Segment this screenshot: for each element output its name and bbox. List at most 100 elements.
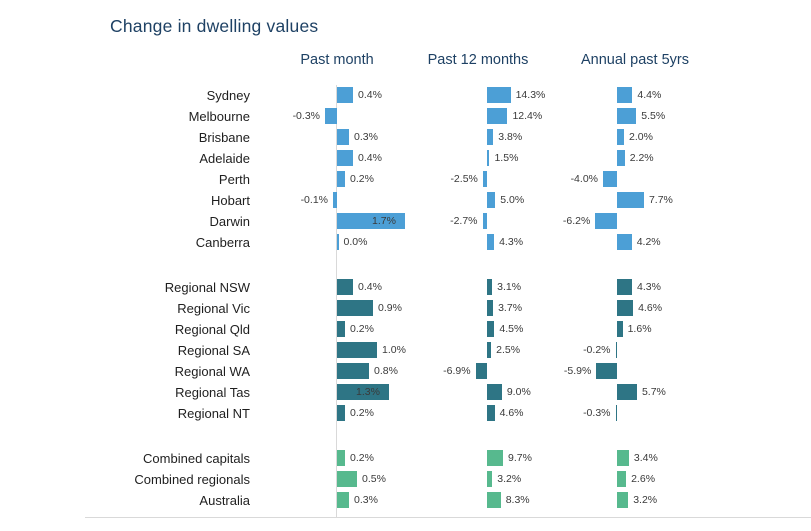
value-label: 7.7%	[648, 194, 673, 206]
bar	[337, 300, 373, 316]
value-label: 1.7%	[372, 215, 396, 227]
row-label: Canberra	[195, 235, 250, 250]
bar	[617, 492, 629, 508]
bar	[487, 492, 501, 508]
value-label: 3.8%	[498, 131, 523, 143]
bar	[333, 192, 337, 208]
value-label: 4.3%	[637, 281, 661, 293]
bar	[617, 300, 634, 316]
bar	[337, 279, 353, 295]
value-label: 5.7%	[641, 386, 666, 398]
zero-axis-line	[336, 85, 337, 517]
bar	[325, 108, 337, 124]
bar	[617, 234, 632, 250]
bar	[487, 129, 494, 145]
value-label: -6.9%	[443, 365, 471, 377]
value-label: -2.5%	[450, 173, 478, 185]
value-label: 1.5%	[494, 152, 519, 164]
value-label: 0.4%	[358, 281, 382, 293]
row-label: Regional Qld	[174, 322, 250, 337]
bar	[617, 87, 633, 103]
bar	[603, 171, 617, 187]
row-label: Regional Tas	[175, 385, 250, 400]
bar	[487, 321, 495, 337]
chart-baseline	[85, 517, 811, 518]
value-label: 4.5%	[499, 323, 524, 335]
value-label: 0.2%	[350, 452, 374, 464]
bar	[482, 171, 487, 187]
bar	[337, 87, 353, 103]
value-label: 8.3%	[505, 494, 530, 506]
bar	[337, 342, 377, 358]
bar	[617, 108, 637, 124]
column-header-past-month: Past month	[300, 52, 374, 68]
value-label: -5.9%	[563, 365, 592, 377]
value-label: 0.2%	[350, 173, 374, 185]
value-label: 4.3%	[499, 236, 524, 248]
value-label: 2.2%	[629, 152, 654, 164]
bar	[337, 171, 345, 187]
value-label: 4.2%	[636, 236, 661, 248]
value-label: 3.4%	[633, 452, 658, 464]
value-label: 2.0%	[629, 131, 653, 143]
value-label: 4.6%	[499, 407, 524, 419]
bar	[617, 471, 627, 487]
row-label: Regional WA	[174, 364, 250, 379]
row-label: Perth	[218, 172, 250, 187]
bar	[617, 192, 644, 208]
value-label: 1.6%	[627, 323, 652, 335]
value-label: 4.4%	[637, 89, 662, 101]
value-label: 12.4%	[512, 110, 543, 122]
value-label: 1.3%	[356, 386, 380, 398]
value-label: 0.0%	[343, 236, 368, 248]
bar	[487, 471, 493, 487]
value-label: 5.5%	[641, 110, 666, 122]
value-label: 0.5%	[362, 473, 386, 485]
bar	[615, 405, 617, 421]
bar	[337, 405, 345, 421]
row-label: Adelaide	[199, 151, 250, 166]
value-label: -2.7%	[450, 215, 478, 227]
row-label: Regional SA	[177, 343, 250, 358]
bar	[487, 342, 492, 358]
value-label: 3.2%	[497, 473, 522, 485]
value-label: 0.2%	[350, 407, 374, 419]
bar	[337, 450, 345, 466]
bar	[487, 450, 503, 466]
value-label: 0.4%	[358, 152, 382, 164]
value-label: 0.3%	[354, 131, 378, 143]
row-label: Brisbane	[198, 130, 250, 145]
column-header-past-12-months: Past 12 months	[427, 52, 529, 68]
row-label: Australia	[199, 493, 250, 508]
bar	[337, 384, 389, 400]
bar	[337, 234, 339, 250]
bar	[337, 471, 357, 487]
row-label: Regional NSW	[164, 280, 250, 295]
value-label: 9.0%	[506, 386, 531, 398]
bar	[595, 213, 617, 229]
value-label: 0.3%	[354, 494, 378, 506]
value-label: 5.0%	[500, 194, 525, 206]
row-label: Combined regionals	[134, 472, 250, 487]
bar	[337, 492, 349, 508]
bar	[615, 342, 617, 358]
bar	[475, 363, 487, 379]
value-label: -0.3%	[292, 110, 320, 122]
value-label: 0.2%	[350, 323, 374, 335]
value-label: 1.0%	[382, 344, 406, 356]
row-label: Darwin	[209, 214, 250, 229]
bar	[617, 279, 633, 295]
value-label: 14.3%	[515, 89, 546, 101]
bar	[337, 363, 369, 379]
column-header-annual-past-5yrs: Annual past 5yrs	[580, 52, 689, 68]
value-label: 0.4%	[358, 89, 382, 101]
bar	[617, 150, 625, 166]
value-label: -0.3%	[583, 407, 611, 419]
value-label: -4.0%	[570, 173, 598, 185]
bar	[617, 321, 623, 337]
value-label: 0.8%	[374, 365, 398, 377]
chart-title: Change in dwelling values	[110, 16, 319, 36]
row-label: Regional NT	[177, 406, 250, 421]
row-label: Combined capitals	[143, 451, 250, 466]
